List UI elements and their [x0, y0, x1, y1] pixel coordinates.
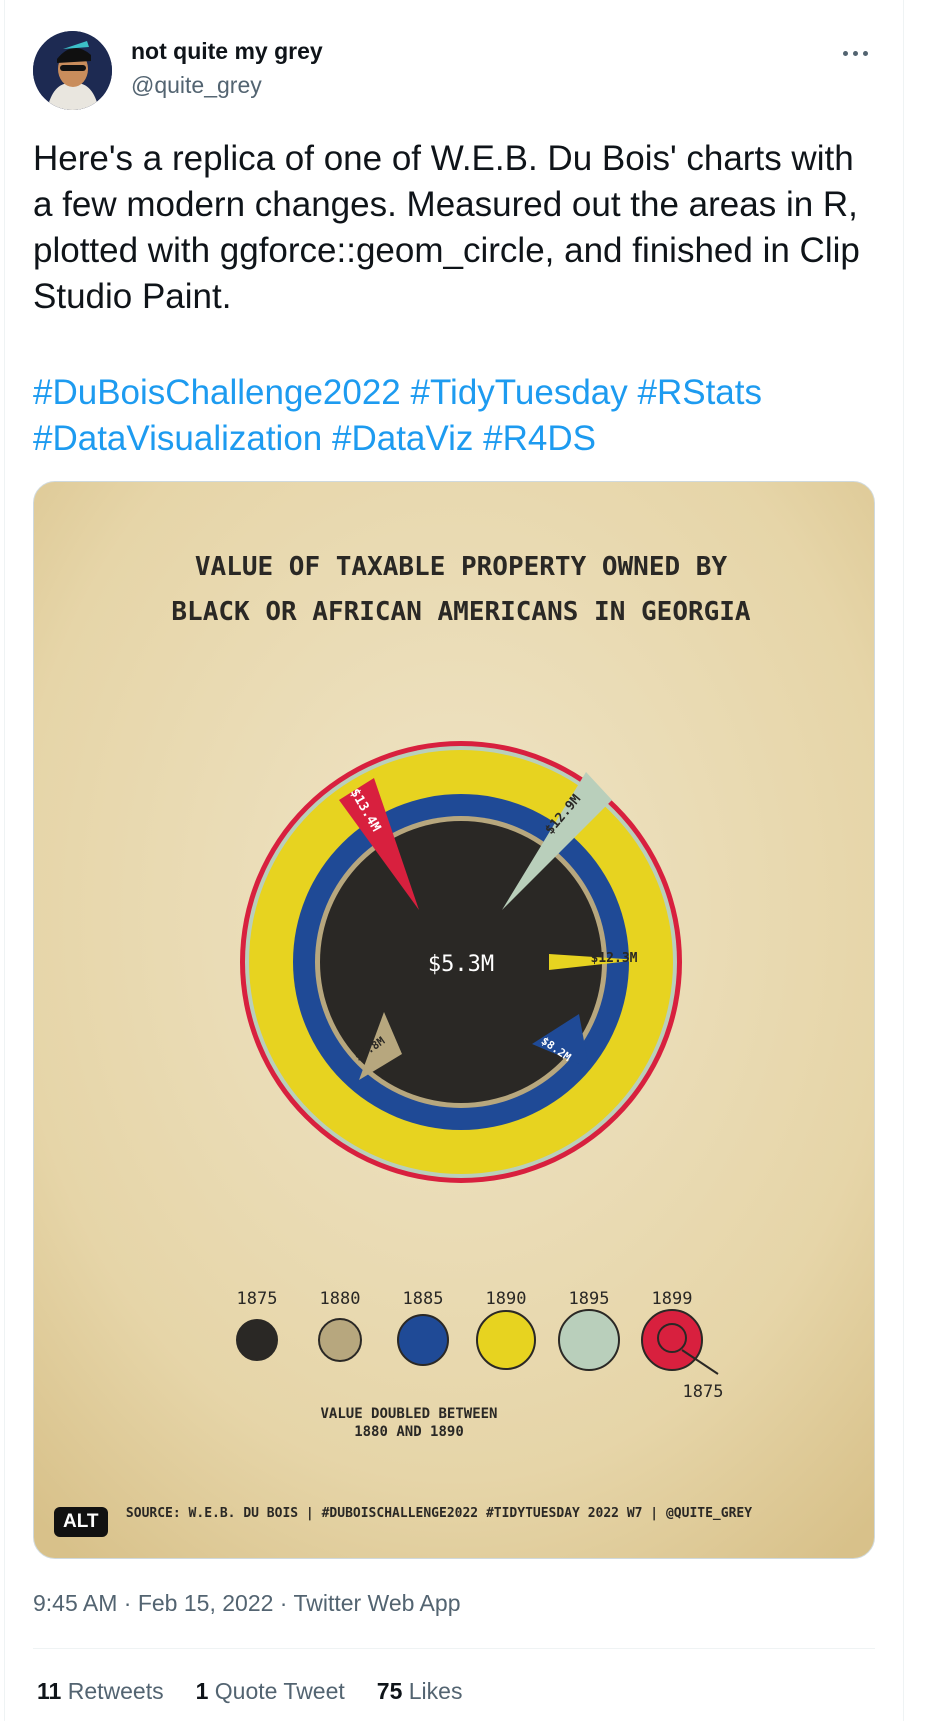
- tweet-date[interactable]: Feb 15, 2022: [137, 1590, 274, 1616]
- divider: [33, 1648, 875, 1649]
- hashtag-link[interactable]: #R4DS: [483, 419, 596, 458]
- chart-title-line1: VALUE OF TAXABLE PROPERTY OWNED BY: [195, 552, 728, 582]
- legend-year-label: 1895: [569, 1289, 610, 1309]
- hashtag-link[interactable]: #RStats: [637, 373, 762, 412]
- hashtag-link[interactable]: #DataVisualization: [33, 419, 323, 458]
- chart-svg: VALUE OF TAXABLE PROPERTY OWNED BY BLACK…: [34, 482, 874, 1558]
- avatar[interactable]: [33, 31, 112, 110]
- legend-swatch-1875: [236, 1319, 278, 1361]
- tweet-client[interactable]: Twitter Web App: [293, 1590, 461, 1616]
- note-line2: 1880 AND 1890: [354, 1424, 464, 1440]
- hashtag-link[interactable]: #DuBoisChallenge2022: [33, 373, 401, 412]
- author-name[interactable]: not quite my grey: [131, 38, 323, 64]
- legend-year-label: 1890: [486, 1289, 527, 1309]
- tweet-stats: 11 Retweets 1 Quote Tweet 75 Likes: [37, 1678, 462, 1705]
- retweets-stat[interactable]: 11 Retweets: [37, 1678, 164, 1705]
- chart-title-line2: BLACK OR AFRICAN AMERICANS IN GEORGIA: [171, 597, 751, 627]
- wedge-1895: [502, 772, 612, 910]
- retweets-count: 11: [37, 1678, 62, 1704]
- inner-year-label: 1875: [683, 1382, 724, 1402]
- likes-label: Likes: [408, 1678, 463, 1704]
- legend-swatch-1890: [476, 1310, 536, 1370]
- legend-swatch-1885: [397, 1314, 449, 1366]
- legend-year-label: 1899: [652, 1289, 693, 1309]
- quote-tweets-label: Quote Tweet: [214, 1678, 345, 1704]
- year-legend: 1875 1880 1885 1890 1895 1899: [236, 1289, 719, 1375]
- tweet-time[interactable]: 9:45 AM: [33, 1590, 118, 1616]
- legend-year-label: 1875: [237, 1289, 278, 1309]
- tweet-image[interactable]: VALUE OF TAXABLE PROPERTY OWNED BY BLACK…: [33, 481, 875, 1559]
- quote-tweets-count: 1: [195, 1678, 209, 1704]
- meta-separator: ·: [123, 1590, 138, 1616]
- source-caption: SOURCE: W.E.B. DU BOIS | #DUBOISCHALLENG…: [126, 1506, 752, 1521]
- meta-separator: ·: [279, 1590, 294, 1616]
- center-value-label: $5.3M: [428, 952, 494, 977]
- wedge-1880: [359, 1012, 402, 1080]
- legend-inner-circle: [657, 1323, 687, 1353]
- legend-swatch-1899: [641, 1309, 703, 1371]
- wedge-value-label-1890: $12.3M: [591, 951, 638, 966]
- tweet-text: Here's a replica of one of W.E.B. Du Boi…: [33, 139, 860, 316]
- retweets-label: Retweets: [67, 1678, 164, 1704]
- legend-swatch-1880: [318, 1318, 362, 1362]
- legend-swatch-1895: [558, 1309, 620, 1371]
- author-handle[interactable]: @quite_grey: [131, 72, 262, 98]
- legend-year-label: 1880: [320, 1289, 361, 1309]
- wedge-1885: [532, 1014, 589, 1068]
- legend-year-label: 1885: [403, 1289, 444, 1309]
- alt-badge[interactable]: ALT: [54, 1507, 108, 1537]
- wedge-1890: [549, 954, 639, 970]
- tweet-hashtags: #DuBoisChallenge2022 #TidyTuesday #RStat…: [33, 370, 873, 462]
- likes-stat[interactable]: 75 Likes: [377, 1678, 463, 1705]
- legend-pointer-line: [681, 1349, 719, 1375]
- hashtag-link[interactable]: #TidyTuesday: [410, 373, 628, 412]
- tweet-column: [4, 0, 904, 1721]
- quote-tweets-stat[interactable]: 1 Quote Tweet: [196, 1678, 345, 1705]
- more-options-icon[interactable]: [843, 40, 873, 66]
- note-line1: VALUE DOUBLED BETWEEN: [320, 1406, 497, 1422]
- likes-count: 75: [376, 1678, 403, 1704]
- nested-circle-chart: $5.3M: [240, 741, 682, 1183]
- wedge-1899: [339, 778, 419, 910]
- tweet-meta: 9:45 AM · Feb 15, 2022 · Twitter Web App: [33, 1590, 460, 1617]
- hashtag-link[interactable]: #DataViz: [332, 419, 474, 458]
